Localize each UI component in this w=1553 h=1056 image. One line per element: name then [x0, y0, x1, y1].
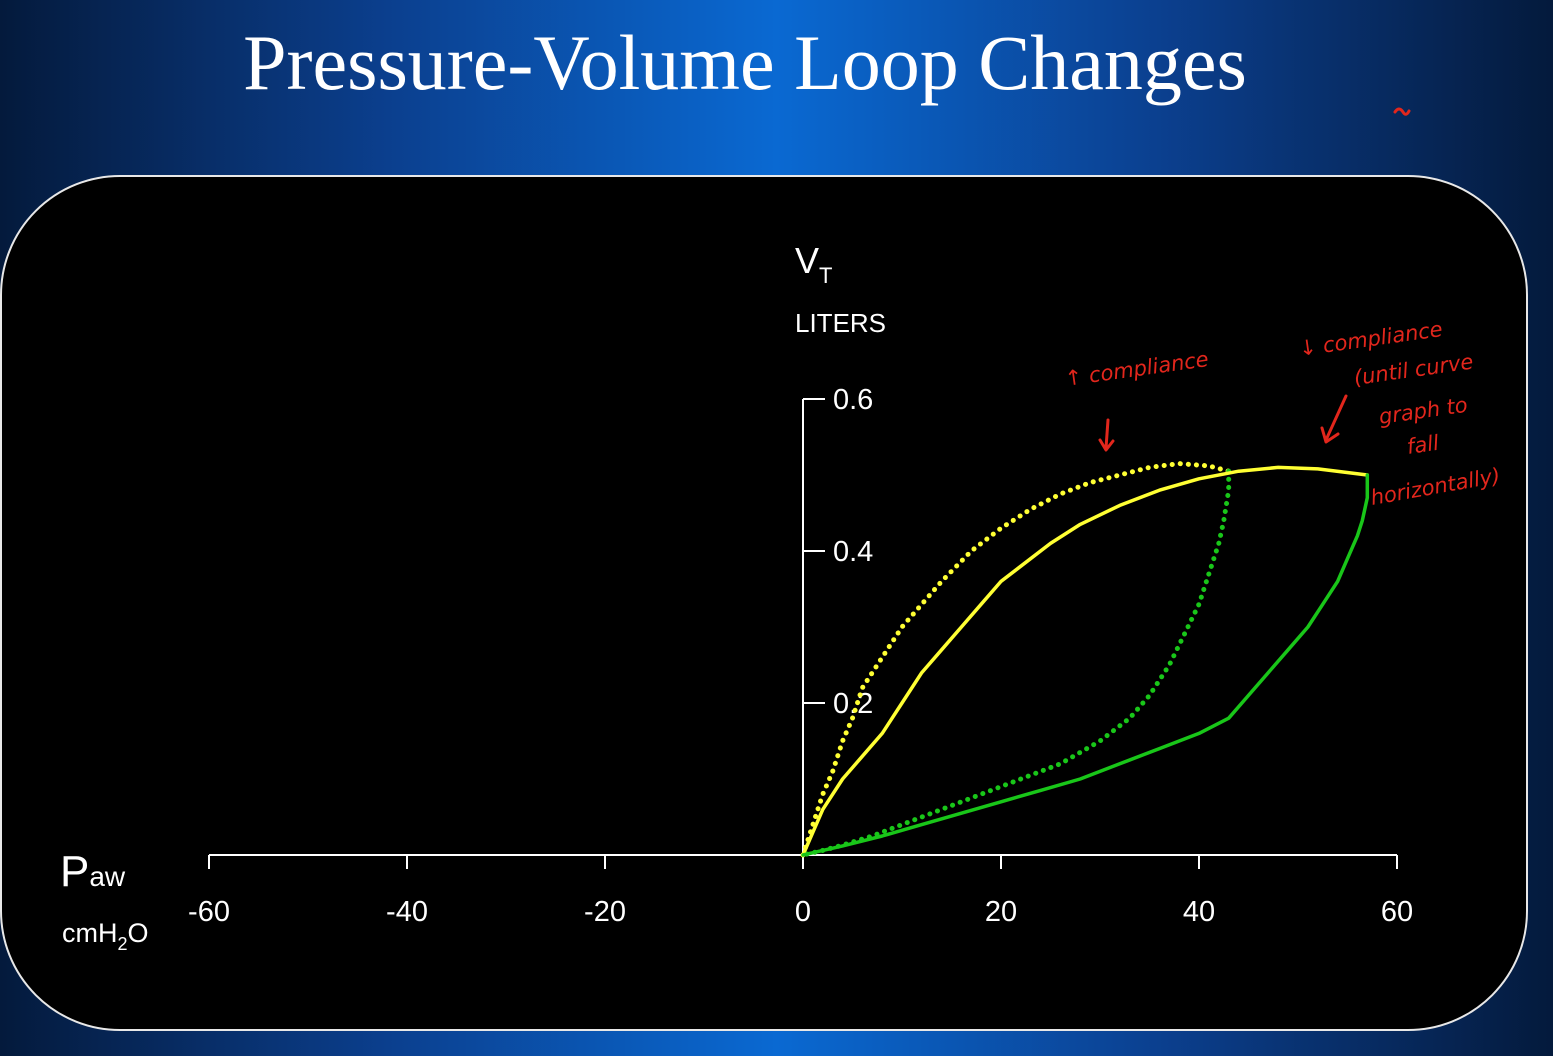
arrow-down-icon — [1098, 418, 1115, 452]
x-tick-label: -40 — [386, 896, 428, 928]
annotation-line-1: ↓ compliance — [1297, 317, 1444, 361]
arrow-down-left-icon — [1320, 394, 1348, 444]
series-line-2 — [800, 468, 1232, 858]
x-axis-title: Paw — [60, 847, 126, 896]
y-tick-label: 0.2 — [833, 688, 873, 720]
annotation-line-5: horizontally) — [1369, 464, 1502, 510]
y-tick-label: 0.4 — [833, 536, 873, 568]
axes: -60 -40 -20 0 20 40 60 0.2 0.4 0.6 — [188, 384, 1413, 928]
annotation-increased-compliance: ↑ compliance — [1063, 347, 1210, 452]
x-tick-label: 0 — [795, 896, 811, 928]
series-line-1 — [800, 461, 1232, 858]
series-line-4 — [801, 473, 1370, 857]
series-line-3 — [801, 465, 1370, 857]
x-tick-label: 40 — [1183, 896, 1215, 928]
series-layer — [800, 461, 1370, 858]
plot-panel — [0, 175, 1528, 1031]
annotation-decreased-compliance: ↓ compliance (until curve graph to fall … — [1297, 317, 1502, 510]
slide-title: Pressure-Volume Loop Changes — [243, 19, 1247, 106]
x-axis-unit: cmH2O — [62, 918, 149, 954]
y-tick-label: 0.6 — [833, 384, 873, 416]
annotation-line-4: fall — [1405, 431, 1440, 459]
y-axis-title: VT — [795, 240, 832, 288]
annotation-line-2: (until curve — [1352, 349, 1474, 389]
x-tick-label: 60 — [1381, 896, 1413, 928]
annotation-line-3: graph to — [1377, 393, 1469, 429]
x-tick-label: -20 — [584, 896, 626, 928]
stray-mark — [1393, 107, 1411, 116]
x-tick-label: -60 — [188, 896, 230, 928]
y-axis-unit: LITERS — [795, 308, 886, 338]
x-tick-label: 20 — [985, 896, 1017, 928]
annotation-increased-compliance-label: ↑ compliance — [1063, 347, 1210, 391]
